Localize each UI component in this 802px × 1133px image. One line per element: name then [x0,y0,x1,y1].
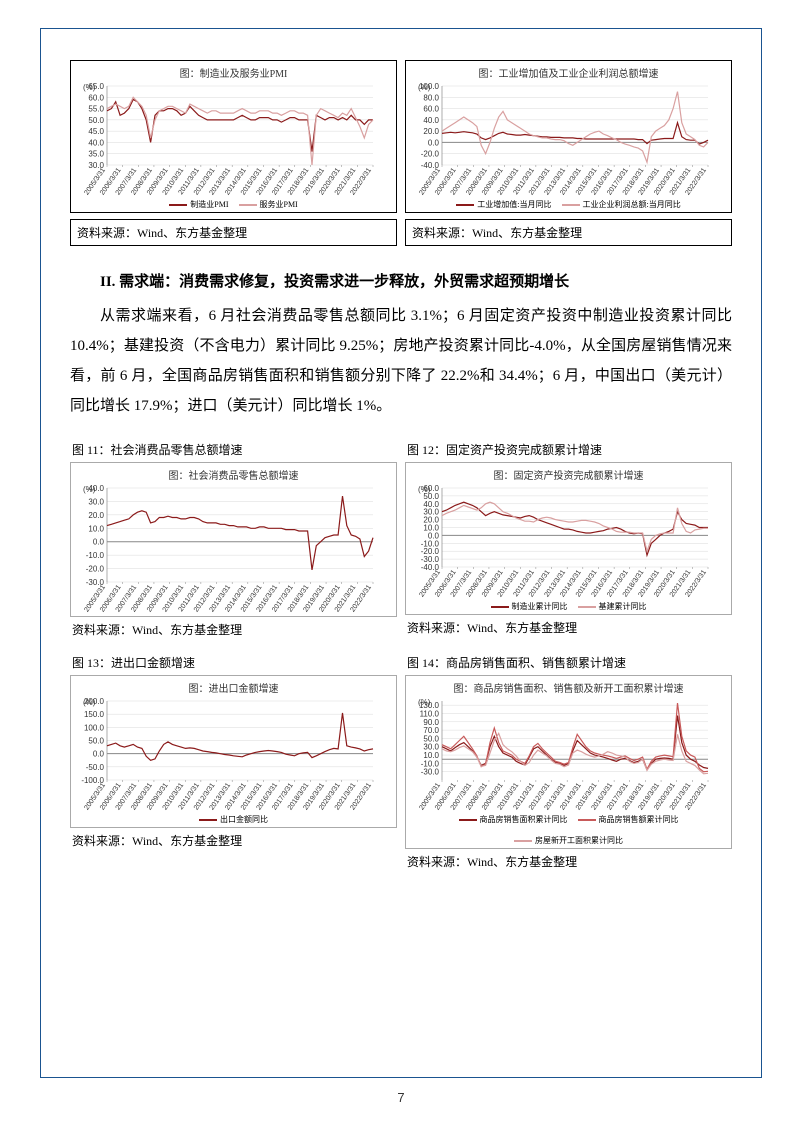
svg-text:-20.0: -20.0 [421,547,440,556]
legend-pmi: 制造业PMI服务业PMI [77,197,390,210]
svg-text:20.0: 20.0 [423,127,439,136]
svg-text:200.0: 200.0 [84,697,105,706]
svg-text:0.0: 0.0 [93,538,105,547]
svg-text:60.0: 60.0 [88,93,104,102]
top-chart-row: 图：制造业及服务业PMI (%)30.035.040.045.050.055.0… [70,60,732,213]
svg-text:0.0: 0.0 [93,750,105,759]
svg-text:55.0: 55.0 [88,105,104,114]
cell-fig14: 图 14：商品房销售面积、销售额累计增速 图：商品房销售面积、销售额及新开工面积… [405,652,732,870]
svg-text:0.0: 0.0 [428,531,440,540]
svg-text:30.0: 30.0 [423,743,439,752]
chart-prop-title: 图：商品房销售面积、销售额及新开工面积累计增速 [412,680,725,695]
svg-text:50.0: 50.0 [423,492,439,501]
svg-text:40.0: 40.0 [423,116,439,125]
svg-text:100.0: 100.0 [84,723,105,732]
svg-text:110.0: 110.0 [420,709,440,718]
svg-text:40.0: 40.0 [423,500,439,509]
chart-pmi-title: 图：制造业及服务业PMI [77,65,390,80]
cell-fig12: 图 12：固定资产投资完成额累计增速 图：固定资产投资完成额累计增速 (%)-4… [405,439,732,638]
chart-row-2: 图 11：社会消费品零售总额增速 图：社会消费品零售总额增速 (%)-30.0-… [70,439,732,638]
source-prop: 资料来源：Wind、东方基金整理 [405,849,732,870]
chart-retail: (%)-30.0-20.0-10.00.010.020.030.040.0200… [77,484,390,614]
svg-text:150.0: 150.0 [84,710,105,719]
svg-text:30.0: 30.0 [88,497,104,506]
fig14-label: 图 14：商品房销售面积、销售额累计增速 [405,652,732,675]
chart-iva-title: 图：工业增加值及工业企业利润总额增速 [412,65,725,80]
svg-text:20.0: 20.0 [88,511,104,520]
svg-text:-30.0: -30.0 [421,555,440,564]
svg-text:50.0: 50.0 [423,734,439,743]
source-exp: 资料来源：Wind、东方基金整理 [70,828,397,849]
fig13-label: 图 13：进出口金额增速 [70,652,397,675]
section-paragraph: 从需求端来看，6 月社会消费品零售总额同比 3.1%；6 月固定资产投资中制造业… [70,301,732,421]
svg-text:40.0: 40.0 [88,138,104,147]
chart-fai-title: 图：固定资产投资完成额累计增速 [412,467,725,482]
svg-text:80.0: 80.0 [423,93,439,102]
svg-text:90.0: 90.0 [423,718,439,727]
cell-fig13: 图 13：进出口金额增速 图：进出口金额增速 (%)-100.0-50.00.0… [70,652,397,870]
svg-text:30.0: 30.0 [423,508,439,517]
svg-text:50.0: 50.0 [88,116,104,125]
svg-text:-10.0: -10.0 [421,759,440,768]
legend-iva: 工业增加值:当月同比工业企业利润总额:当月同比 [412,197,725,210]
chart-row-3: 图 13：进出口金额增速 图：进出口金额增速 (%)-100.0-50.00.0… [70,652,732,870]
source-iva: 资料来源：Wind、东方基金整理 [405,219,732,246]
fig11-label: 图 11：社会消费品零售总额增速 [70,439,397,462]
legend-fai: 制造业累计同比基建累计同比 [412,599,725,612]
page-number: 7 [0,1090,802,1105]
chart-fai: (%)-40.0-30.0-20.0-10.00.010.020.030.040… [412,484,725,599]
svg-text:-10.0: -10.0 [421,539,440,548]
svg-text:-10.0: -10.0 [86,551,105,560]
fig12-label: 图 12：固定资产投资完成额累计增速 [405,439,732,462]
legend-exp: 出口金额同比 [77,812,390,825]
top-left-cell: 图：制造业及服务业PMI (%)30.035.040.045.050.055.0… [70,60,397,213]
body-text: II. 需求端：消费需求修复，投资需求进一步释放，外贸需求超预期增长 从需求端来… [70,270,732,421]
top-source-row: 资料来源：Wind、东方基金整理 资料来源：Wind、东方基金整理 [70,219,732,246]
svg-text:-20.0: -20.0 [421,150,440,159]
top-right-cell: 图：工业增加值及工业企业利润总额增速 (%)-40.0-20.00.020.04… [405,60,732,213]
svg-text:-50.0: -50.0 [86,763,105,772]
page-content: 图：制造业及服务业PMI (%)30.035.040.045.050.055.0… [70,60,732,876]
svg-text:10.0: 10.0 [423,524,439,533]
svg-text:60.0: 60.0 [423,484,439,493]
svg-text:100.0: 100.0 [419,82,440,91]
chart-exp: (%)-100.0-50.00.050.0100.0150.0200.02005… [77,697,390,812]
svg-text:45.0: 45.0 [88,127,104,136]
svg-text:35.0: 35.0 [88,150,104,159]
svg-text:50.0: 50.0 [88,737,104,746]
svg-text:-30.0: -30.0 [421,768,440,777]
cell-fig11: 图 11：社会消费品零售总额增速 图：社会消费品零售总额增速 (%)-30.0-… [70,439,397,638]
svg-text:70.0: 70.0 [423,726,439,735]
svg-text:65.0: 65.0 [88,82,104,91]
svg-text:10.0: 10.0 [423,751,439,760]
source-fai: 资料来源：Wind、东方基金整理 [405,615,732,636]
svg-text:130.0: 130.0 [419,701,440,710]
svg-text:40.0: 40.0 [88,484,104,493]
source-pmi: 资料来源：Wind、东方基金整理 [70,219,397,246]
svg-text:10.0: 10.0 [88,524,104,533]
chart-exp-title: 图：进出口金额增速 [77,680,390,695]
section-heading: II. 需求端：消费需求修复，投资需求进一步释放，外贸需求超预期增长 [70,270,732,291]
chart-iva: (%)-40.0-20.00.020.040.060.080.0100.0200… [412,82,725,197]
svg-text:20.0: 20.0 [423,516,439,525]
svg-text:-20.0: -20.0 [86,565,105,574]
source-retail: 资料来源：Wind、东方基金整理 [70,617,397,638]
chart-prop: (%)-30.0-10.010.030.050.070.090.0110.013… [412,697,725,812]
chart-pmi: (%)30.035.040.045.050.055.060.065.02005/… [77,82,390,197]
svg-text:0.0: 0.0 [428,138,440,147]
chart-retail-title: 图：社会消费品零售总额增速 [77,467,390,482]
legend-prop: 商品房销售面积累计同比商品房销售额累计同比房屋新开工面积累计同比 [412,812,725,846]
svg-text:60.0: 60.0 [423,105,439,114]
